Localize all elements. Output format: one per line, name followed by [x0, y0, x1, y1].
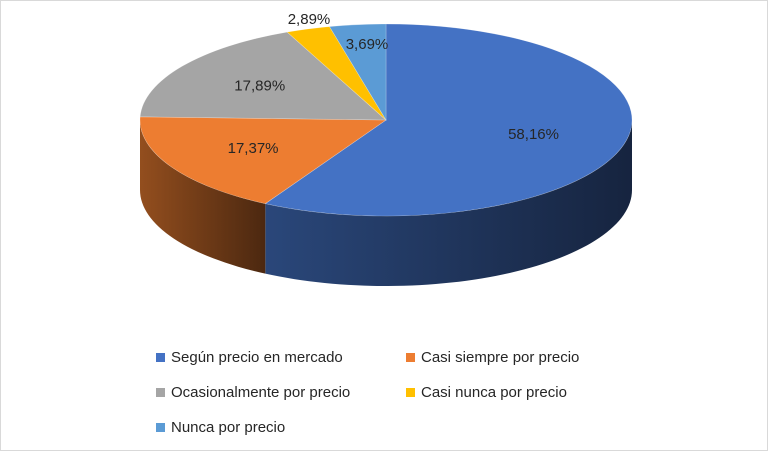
data-label: 3,69% [346, 36, 389, 53]
data-label: 58,16% [508, 126, 559, 143]
legend-item-segun-precio: Según precio en mercado [156, 349, 386, 366]
pie-slice [139, 116, 387, 204]
legend-row: Ocasionalmente por precio Casi nunca por… [156, 375, 626, 410]
legend-swatch [156, 423, 165, 432]
data-label: 17,89% [234, 78, 285, 95]
legend-swatch [156, 388, 165, 397]
legend-label: Casi nunca por precio [421, 384, 567, 401]
legend-label: Casi siempre por precio [421, 349, 580, 366]
legend-label: Ocasionalmente por precio [171, 384, 351, 401]
legend-swatch [406, 388, 415, 397]
legend-label: Según precio en mercado [171, 349, 343, 366]
pie-slice [328, 23, 387, 122]
legend-item-ocasionalmente: Ocasionalmente por precio [156, 384, 386, 401]
pie-chart: 58,16% 17,37% 17,89% 2,89% 3,69% [139, 11, 633, 286]
legend-item-nunca: Nunca por precio [156, 419, 285, 436]
legend-label: Nunca por precio [171, 419, 286, 436]
data-label: 2,89% [288, 11, 331, 28]
pie-slice [139, 31, 387, 121]
pie-side-wall [140, 120, 266, 274]
legend-swatch [406, 353, 415, 362]
data-label: 17,37% [228, 140, 279, 157]
pie-side-wall [265, 120, 632, 286]
chart-legend: Según precio en mercado Casi siempre por… [156, 340, 626, 445]
legend-row: Según precio en mercado Casi siempre por… [156, 340, 626, 375]
legend-swatch [156, 353, 165, 362]
pie-slice [264, 23, 633, 217]
pie-slice [286, 26, 387, 121]
legend-item-casi-nunca: Casi nunca por precio [406, 384, 567, 401]
legend-item-casi-siempre: Casi siempre por precio [406, 349, 579, 366]
legend-row: Nunca por precio [156, 410, 626, 445]
